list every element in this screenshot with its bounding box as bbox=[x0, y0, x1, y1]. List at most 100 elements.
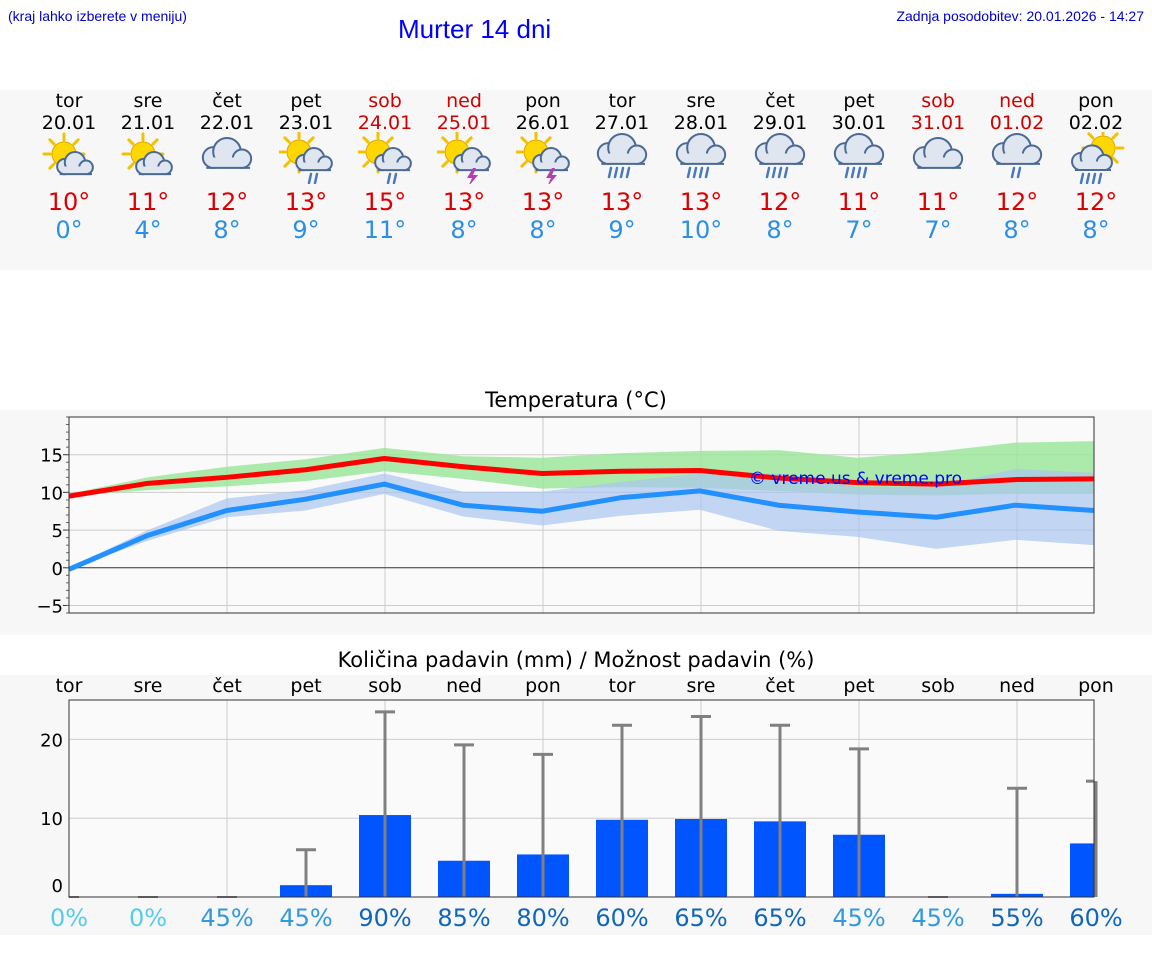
sun-ray bbox=[520, 160, 528, 168]
sun-ray bbox=[283, 160, 291, 168]
sun-storm-icon bbox=[516, 132, 570, 184]
day-name: čet bbox=[212, 90, 242, 112]
rain-drop bbox=[613, 166, 619, 179]
min-temperature: 7° bbox=[924, 216, 952, 244]
y-tick-label: 0 bbox=[52, 559, 63, 580]
y-tick-label: 10 bbox=[40, 483, 63, 504]
rain-drop bbox=[692, 166, 698, 179]
max-temperature: 12° bbox=[205, 188, 249, 216]
forecast-day: ned 25.01 13° 8° bbox=[424, 90, 504, 260]
precipitation-probability: 45% bbox=[279, 904, 332, 932]
day-date: 24.01 bbox=[357, 112, 413, 134]
cloud-shape bbox=[991, 132, 1043, 165]
rain-drop bbox=[856, 166, 862, 179]
forecast-day: pet 23.01 13° 9° bbox=[266, 90, 346, 260]
cloud-shape bbox=[56, 151, 94, 176]
precipitation-probability: 45% bbox=[200, 904, 253, 932]
day-date: 31.01 bbox=[910, 112, 966, 134]
temperature-title: Temperatura (°C) bbox=[485, 388, 667, 412]
rain-drop bbox=[607, 166, 613, 179]
precipitation-probability: 45% bbox=[911, 904, 964, 932]
min-temperature: 8° bbox=[213, 216, 241, 244]
cloud-icon bbox=[912, 136, 964, 169]
sun-rain-icon bbox=[279, 132, 333, 184]
sun-ray bbox=[362, 136, 370, 144]
precipitation-probability: 65% bbox=[674, 904, 727, 932]
max-temperature: 11° bbox=[916, 188, 960, 216]
max-temperature: 12° bbox=[1074, 188, 1118, 216]
min-temperature: 0° bbox=[55, 216, 83, 244]
rain-drop bbox=[307, 172, 313, 184]
rain-drop bbox=[392, 172, 398, 184]
forecast-day: tor 27.01 13° 9° bbox=[582, 90, 662, 260]
rain-drop bbox=[1085, 172, 1091, 184]
day-name: pon bbox=[1078, 90, 1114, 112]
sun-ray bbox=[307, 136, 315, 144]
day-name: tor bbox=[608, 90, 636, 112]
day-date: 28.01 bbox=[673, 112, 729, 134]
y-tick-label: 15 bbox=[40, 446, 63, 467]
rain-drop bbox=[777, 166, 783, 179]
max-temperature: 13° bbox=[521, 188, 565, 216]
max-temperature: 10° bbox=[47, 188, 91, 216]
day-name: ned bbox=[999, 90, 1035, 112]
rain-drop bbox=[704, 166, 710, 179]
sun-ray bbox=[544, 136, 552, 144]
max-temperature: 11° bbox=[837, 188, 881, 216]
rain-drop bbox=[1091, 172, 1097, 184]
min-temperature-line bbox=[68, 481, 1095, 572]
sun-ray bbox=[127, 138, 135, 146]
day-date: 29.01 bbox=[752, 112, 808, 134]
max-temperature: 13° bbox=[600, 188, 644, 216]
rain-drop bbox=[850, 166, 856, 179]
max-temperature: 13° bbox=[284, 188, 328, 216]
rain-drop bbox=[625, 166, 631, 179]
rain-drop bbox=[765, 166, 771, 179]
rain-drop bbox=[771, 166, 777, 179]
sun-heavy-rain-icon bbox=[1071, 132, 1125, 184]
lightning-bolt bbox=[467, 168, 478, 184]
cloud-shape bbox=[295, 147, 333, 172]
precipitation-probability: 60% bbox=[595, 904, 648, 932]
min-temperature: 7° bbox=[845, 216, 873, 244]
min-temperature: 8° bbox=[450, 216, 478, 244]
day-name: sre bbox=[686, 90, 716, 112]
temperature-chart: −5 0 5 10 15 © vreme.us & vreme.pro bbox=[36, 416, 1095, 617]
rain-drop bbox=[686, 166, 692, 179]
plot-frame bbox=[68, 416, 1095, 614]
x-category-label: tor bbox=[609, 675, 636, 697]
cloud-heavy-rain-icon bbox=[833, 132, 885, 179]
precipitation-probability: 0% bbox=[50, 904, 88, 932]
rain-drop bbox=[619, 166, 625, 179]
cloud-shape bbox=[912, 136, 964, 169]
sun-cloud-icon bbox=[42, 132, 94, 176]
x-category-label: ned bbox=[446, 675, 482, 697]
rain-drop bbox=[844, 166, 850, 179]
sun-ray bbox=[283, 136, 291, 144]
x-category-label: tor bbox=[56, 675, 83, 697]
max-temperature: 12° bbox=[758, 188, 802, 216]
max-temperature: 12° bbox=[995, 188, 1039, 216]
day-name: sre bbox=[133, 90, 163, 112]
cloud-shape bbox=[754, 132, 806, 165]
precipitation-probability: 55% bbox=[990, 904, 1043, 932]
day-name: pet bbox=[290, 90, 322, 112]
x-category-label: pet bbox=[843, 675, 874, 697]
cloud-rain-icon bbox=[991, 132, 1043, 179]
day-date: 30.01 bbox=[831, 112, 887, 134]
y-tick-label: 0 bbox=[52, 876, 63, 897]
min-temperature: 8° bbox=[1003, 216, 1031, 244]
rain-drop bbox=[1016, 166, 1022, 179]
forecast-day: sre 28.01 13° 10° bbox=[661, 90, 741, 260]
day-date: 20.01 bbox=[41, 112, 97, 134]
day-date: 01.02 bbox=[989, 112, 1045, 134]
cloud-shape bbox=[532, 147, 570, 172]
y-tick-label: 20 bbox=[40, 730, 63, 751]
precipitation-title: Količina padavin (mm) / Možnost padavin … bbox=[337, 648, 815, 672]
cloud-heavy-rain-icon bbox=[596, 132, 648, 179]
rain-drop bbox=[698, 166, 704, 179]
cloud-heavy-rain-icon bbox=[675, 132, 727, 179]
forecast-day: sre 21.01 11° 4° bbox=[108, 90, 188, 260]
watermark: © vreme.us & vreme.pro bbox=[749, 469, 962, 489]
day-name: čet bbox=[765, 90, 795, 112]
